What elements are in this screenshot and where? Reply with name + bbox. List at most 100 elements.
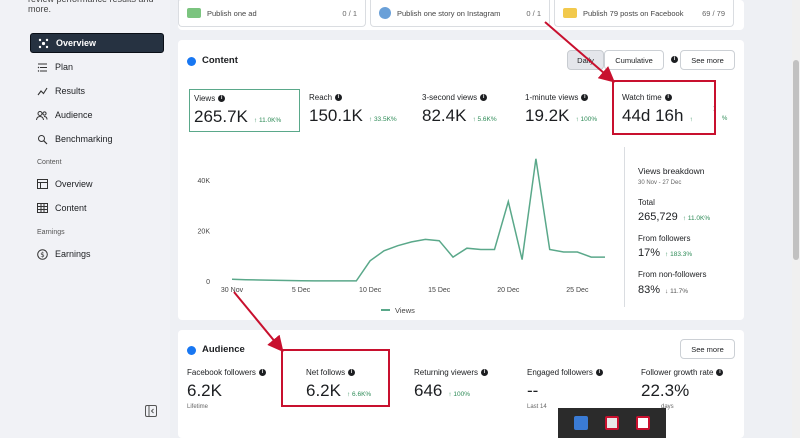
goal-count: 0 / 1 (342, 8, 357, 18)
metric-sub: Last 14 (527, 404, 547, 410)
sidebar-item-label: Audience (55, 110, 93, 120)
taskbar (558, 408, 666, 438)
metric-value: 44d 16h (622, 106, 684, 125)
content-see-more-button[interactable]: See more (680, 50, 735, 70)
metric-watch-time[interactable]: Watch time i 44d 16h ↑ (618, 89, 710, 132)
metric-value: 265.7K (194, 107, 248, 126)
metric-reach[interactable]: Reach i 150.1K ↑ 33.5K% (305, 89, 413, 132)
y-tick-label: 20K (198, 229, 211, 236)
x-tick-label: 5 Dec (292, 287, 311, 294)
overview-icon (37, 37, 49, 49)
breakdown-nonfollowers-value: 83% (638, 284, 661, 296)
sidebar-item-audience[interactable]: Audience (30, 105, 164, 125)
sidebar-item-overview[interactable]: Overview (30, 33, 164, 53)
metric-1-minute-views[interactable]: 1-minute views i 19.2K ↑ 100% (521, 89, 613, 132)
content-title: Content (187, 55, 238, 66)
audience-title: Audience (187, 344, 245, 355)
metric-change: ↑ 100% (575, 116, 598, 123)
audience-see-more-button[interactable]: See more (680, 339, 735, 359)
goal-label: Publish one story on Instagram (397, 8, 501, 18)
goal-label: Publish one ad (207, 8, 257, 18)
metric-sub: days (661, 404, 674, 410)
sidebar-item-content[interactable]: Content (30, 198, 164, 218)
breakdown-nonfollowers-change: ↓ 11.7% (665, 288, 689, 295)
cumulative-toggle-button[interactable]: Cumulative (604, 50, 664, 70)
instagram-story-icon (379, 7, 391, 19)
highlight-box (612, 80, 716, 135)
sidebar-item-results[interactable]: Results (30, 81, 164, 101)
app-icon[interactable] (574, 416, 589, 430)
audience-net-follows[interactable]: Net follows i 6.2K ↑ 6.6K% (306, 368, 371, 401)
goal-item[interactable]: Publish 79 posts on Facebook 69 / 79 (554, 0, 734, 27)
audience-facebook-followers[interactable]: Facebook followers i 6.2K Lifetime (187, 368, 266, 410)
metric-3-second-views[interactable]: 3-second views i 82.4K ↑ 5.6K% (418, 89, 518, 132)
facebook-posts-icon (563, 8, 577, 18)
content-overview-icon (36, 178, 48, 190)
scrollbar-thumb[interactable] (793, 60, 799, 260)
sidebar-item-label: Content (55, 203, 87, 213)
info-icon: i (348, 369, 356, 376)
content-table-icon (36, 202, 48, 214)
info-icon: i (258, 369, 266, 376)
breakdown-title: Views breakdown (638, 166, 705, 176)
arrow-to-watch-time (544, 21, 616, 83)
metric-sub: Lifetime (187, 404, 209, 410)
breakdown-total-label: Total (638, 198, 655, 207)
metric-label: Reach (309, 93, 333, 102)
sidebar: review performance results and more. Ove… (0, 0, 170, 438)
sidebar-item-label: Plan (55, 62, 74, 72)
metric-label: Watch time (622, 93, 662, 102)
metric-overflow: % (722, 116, 728, 122)
sidebar-item-benchmarking[interactable]: Benchmarking (30, 129, 164, 149)
metric-change: ↑ 6.6K% (346, 391, 372, 398)
audience-engaged-followers[interactable]: Engaged followers i -- Last 14 (527, 368, 603, 410)
breakdown-total-value: 265,729 (638, 211, 678, 223)
x-tick-label: 30 Nov (221, 287, 244, 294)
metric-change: ↑ 11.0K% (253, 117, 282, 124)
goal-item[interactable]: Publish one ad 0 / 1 (178, 0, 366, 27)
breakdown-followers-change: ↑ 183.3% (665, 251, 693, 258)
breakdown-followers-value: 17% (638, 247, 661, 259)
pdf-reader-icon[interactable] (635, 416, 650, 430)
metric-label: Facebook followers (187, 368, 256, 377)
audience-follower-growth-rate[interactable]: Follower growth rate i 22.3% days (641, 368, 724, 410)
collapse-sidebar-icon[interactable] (145, 404, 157, 417)
info-icon: i (581, 94, 589, 101)
info-icon: i (481, 369, 489, 376)
benchmarking-icon (36, 133, 48, 145)
sidebar-item-label: Overview (55, 179, 93, 189)
sidebar-section-content: Content (37, 159, 62, 166)
sidebar-item-content-overview[interactable]: Overview (30, 174, 164, 194)
metric-value: 22.3% (641, 381, 690, 400)
scrollbar[interactable] (792, 0, 800, 438)
content-card (178, 40, 744, 320)
info-icon: i (480, 94, 488, 101)
sidebar-item-label: Benchmarking (55, 134, 113, 144)
metric-change: ↑ 100% (448, 391, 471, 398)
goals-card: Publish one ad 0 / 1 Publish one story o… (178, 0, 744, 30)
views-line-chart: 40K 20K 0 30 Nov 5 Dec 10 Dec 15 Dec 20 Dec 25 … (198, 158, 605, 315)
sidebar-item-label: Earnings (55, 249, 91, 259)
dollar-icon: $ (36, 248, 48, 260)
goal-count: 69 / 79 (702, 8, 725, 18)
views-series-line (231, 158, 605, 282)
goal-count: 0 / 1 (526, 8, 541, 18)
info-icon: i (664, 94, 672, 101)
metric-views[interactable]: Views i 265.7K ↑ 11.0K% (189, 89, 300, 132)
info-icon[interactable]: i (671, 56, 678, 63)
ad-thumbnail-icon (187, 8, 201, 18)
info-icon: i (595, 369, 603, 376)
metric-change: ↑ 5.6K% (472, 116, 497, 123)
security-shield-icon[interactable] (604, 416, 619, 430)
sidebar-item-plan[interactable]: Plan (30, 57, 164, 77)
y-tick-label: 0 (206, 279, 210, 286)
x-tick-label: 10 Dec (359, 287, 382, 294)
goal-item[interactable]: Publish one story on Instagram 0 / 1 (370, 0, 550, 27)
metric-value: 646 (414, 381, 443, 400)
info-icon: i (335, 94, 343, 101)
x-tick-label: 15 Dec (428, 287, 451, 294)
audience-returning-viewers[interactable]: Returning viewers i 646 ↑ 100% (414, 368, 489, 401)
sidebar-item-earnings[interactable]: $ Earnings (30, 244, 164, 264)
x-tick-label: 25 Dec (566, 287, 589, 294)
